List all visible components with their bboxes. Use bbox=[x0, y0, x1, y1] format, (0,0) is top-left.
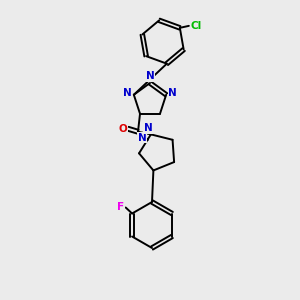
Text: O: O bbox=[118, 124, 127, 134]
Text: Cl: Cl bbox=[190, 21, 202, 31]
Text: N: N bbox=[143, 123, 152, 134]
Text: N: N bbox=[138, 133, 146, 143]
Text: N: N bbox=[123, 88, 132, 98]
Text: N: N bbox=[168, 88, 177, 98]
Text: F: F bbox=[117, 202, 124, 212]
Text: N: N bbox=[146, 71, 154, 81]
